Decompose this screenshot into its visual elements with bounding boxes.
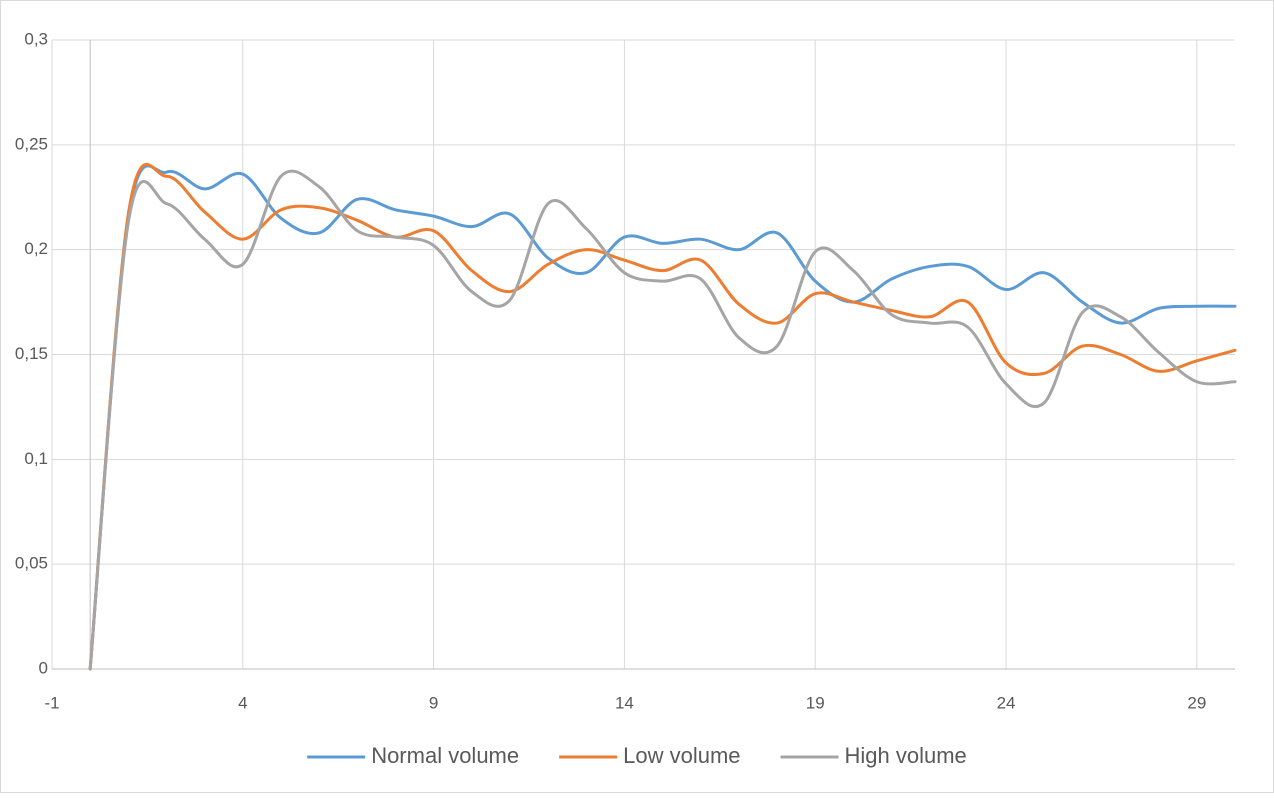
series-line <box>88 163 1237 671</box>
y-tick-label: 0,15 <box>15 344 48 363</box>
y-tick-label: 0,3 <box>24 29 48 48</box>
x-tick-label: 29 <box>1187 693 1206 712</box>
x-tick-label: 14 <box>615 693 634 712</box>
legend-label: High volume <box>845 743 967 768</box>
x-tick-label: 19 <box>806 693 825 712</box>
y-tick-label: 0 <box>39 658 48 677</box>
legend: Normal volume Low volume High volume <box>307 743 967 768</box>
x-tick-label: -1 <box>44 693 59 712</box>
y-tick-label: 0,05 <box>15 554 48 573</box>
y-tick-label: 0,25 <box>15 134 48 153</box>
y-tick-label: 0,1 <box>24 449 48 468</box>
y-tick-label: 0,2 <box>24 239 48 258</box>
series-line <box>88 164 1237 671</box>
x-tick-label: 9 <box>429 693 438 712</box>
x-tick-label: 4 <box>238 693 247 712</box>
x-tick-label: 24 <box>997 693 1016 712</box>
legend-label: Low volume <box>623 743 740 768</box>
legend-label: Normal volume <box>371 743 519 768</box>
series-line <box>88 169 1237 671</box>
